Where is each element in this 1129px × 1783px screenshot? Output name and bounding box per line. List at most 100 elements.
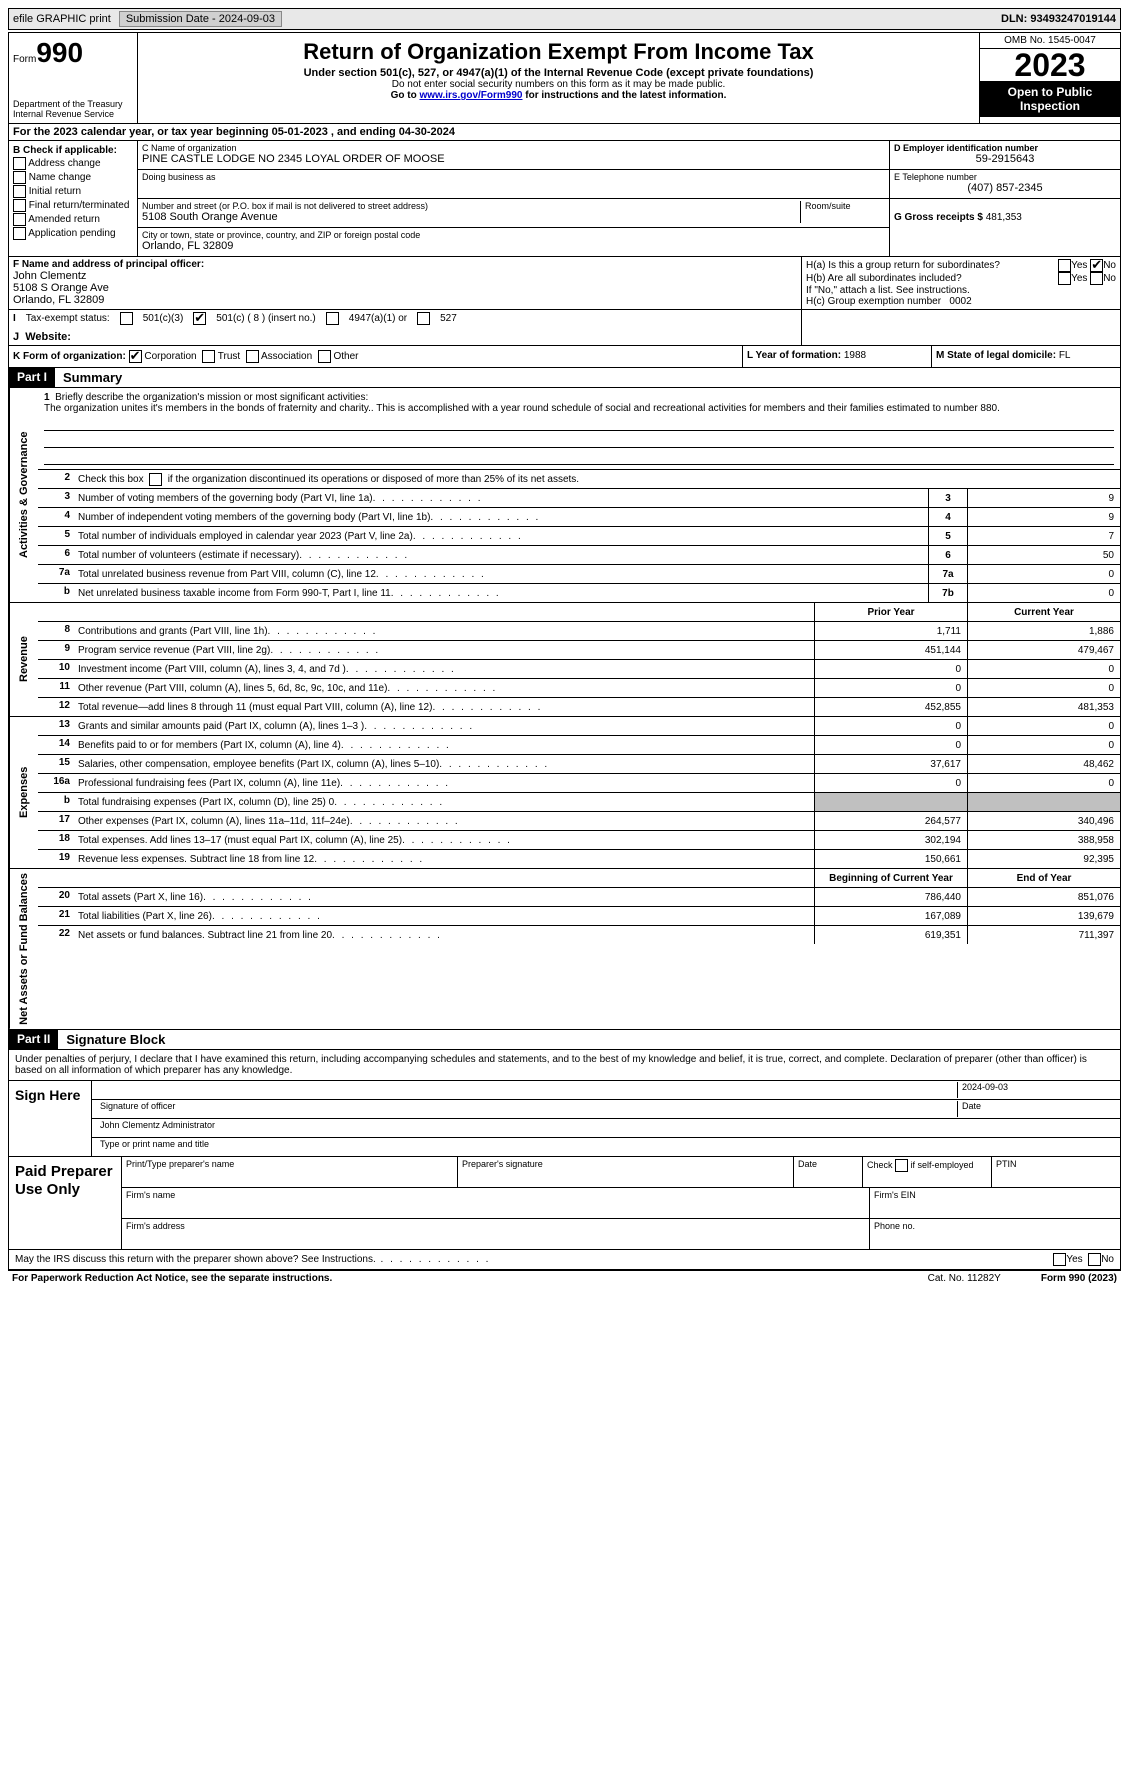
chk-corp[interactable] [129, 350, 142, 363]
line-14: 14 Benefits paid to or for members (Part… [38, 736, 1120, 755]
chk-501c3[interactable] [120, 312, 133, 325]
revenue-header: Prior Year Current Year [38, 603, 1120, 622]
ruled-line [44, 433, 1114, 448]
date-label: Date [957, 1101, 1116, 1117]
tel-value: (407) 857-2345 [894, 182, 1116, 194]
line-9: 9 Program service revenue (Part VIII, li… [38, 641, 1120, 660]
discuss-no[interactable] [1088, 1253, 1101, 1266]
chk-final-return[interactable]: Final return/terminated [13, 199, 133, 212]
phone-label: Phone no. [870, 1219, 1120, 1249]
chk-other[interactable] [318, 350, 331, 363]
paid-preparer-label: Paid Preparer Use Only [9, 1157, 122, 1249]
form-header: Form990 Department of the Treasury Inter… [8, 32, 1121, 124]
sign-here-fields: 2024-09-03 Signature of officer Date Joh… [92, 1081, 1120, 1156]
chk-address-change[interactable]: Address change [13, 157, 133, 170]
h-b-note: If "No," attach a list. See instructions… [806, 285, 1116, 296]
prep-sig-label: Preparer's signature [458, 1157, 794, 1187]
line-22: 22 Net assets or fund balances. Subtract… [38, 926, 1120, 944]
h-b-label: H(b) Are all subordinates included? [806, 273, 1058, 284]
form-number: 990 [36, 37, 83, 68]
part-2-label: Part II [9, 1030, 58, 1049]
chk-assoc[interactable] [246, 350, 259, 363]
line-b: b Net unrelated business taxable income … [38, 584, 1120, 602]
submission-date-button[interactable]: Submission Date - 2024-09-03 [119, 11, 282, 27]
part-1-label: Part I [9, 368, 55, 387]
paid-preparer-fields: Print/Type preparer's name Preparer's si… [122, 1157, 1120, 1249]
gross-value: 481,353 [986, 212, 1022, 223]
prior-year-header: Prior Year [814, 603, 967, 621]
chk-amended[interactable]: Amended return [13, 213, 133, 226]
row-i-j: I Tax-exempt status: 501(c)(3) 501(c) ( … [8, 310, 1121, 346]
chk-501c[interactable] [193, 312, 206, 325]
h-b-yes[interactable] [1058, 272, 1071, 285]
chk-name-change[interactable]: Name change [13, 171, 133, 184]
header-right: OMB No. 1545-0047 2023 Open to Public In… [979, 33, 1120, 123]
line-16a: 16a Professional fundraising fees (Part … [38, 774, 1120, 793]
mission-text: The organization unites it's members in … [44, 403, 1000, 414]
irs-link[interactable]: www.irs.gov/Form990 [419, 90, 522, 101]
col-d-ids: D Employer identification number 59-2915… [889, 141, 1120, 256]
ein-label: D Employer identification number [894, 143, 1116, 153]
website-label: Website: [25, 331, 71, 343]
discuss-yes[interactable] [1053, 1253, 1066, 1266]
na-header: Beginning of Current Year End of Year [38, 869, 1120, 888]
box-h-continued [801, 310, 1120, 345]
signature-block: Under penalties of perjury, I declare th… [8, 1050, 1121, 1270]
form-footer-label: Form 990 (2023) [1041, 1273, 1117, 1284]
ag-body: 1 Briefly describe the organization's mi… [38, 388, 1120, 602]
tax-status-label: Tax-exempt status: [26, 313, 110, 324]
line-18: 18 Total expenses. Add lines 13–17 (must… [38, 831, 1120, 850]
box-h: H(a) Is this a group return for subordin… [801, 257, 1120, 309]
line-3: 3 Number of voting members of the govern… [38, 489, 1120, 508]
chk-trust[interactable] [202, 350, 215, 363]
state-domicile: FL [1059, 350, 1071, 361]
h-a-no[interactable] [1090, 259, 1103, 272]
page-footer: For Paperwork Reduction Act Notice, see … [8, 1270, 1121, 1286]
chk-discontinued[interactable] [149, 473, 162, 486]
firm-ein-label: Firm's EIN [870, 1188, 1120, 1218]
line-8: 8 Contributions and grants (Part VIII, l… [38, 622, 1120, 641]
dept-label: Department of the Treasury Internal Reve… [13, 99, 133, 119]
officer-label: F Name and address of principal officer: [13, 259, 797, 270]
chk-app-pending[interactable]: Application pending [13, 227, 133, 240]
goto-post: for instructions and the latest informat… [522, 90, 726, 101]
top-bar: efile GRAPHIC print Submission Date - 20… [8, 8, 1121, 30]
chk-initial-return[interactable]: Initial return [13, 185, 133, 198]
expenses-section: Expenses 13 Grants and similar amounts p… [8, 717, 1121, 869]
form-prefix: Form [13, 54, 36, 65]
officer-addr2: Orlando, FL 32809 [13, 294, 797, 306]
h-a-yes[interactable] [1058, 259, 1071, 272]
ruled-line [44, 416, 1114, 431]
revenue-section: Revenue Prior Year Current Year 8 Contri… [8, 603, 1121, 717]
header-mid: Return of Organization Exempt From Incom… [138, 33, 979, 123]
self-employed-cell: Check if self-employed [863, 1157, 992, 1187]
line-17: 17 Other expenses (Part IX, column (A), … [38, 812, 1120, 831]
sign-here-label: Sign Here [9, 1081, 92, 1156]
ein-value: 59-2915643 [894, 153, 1116, 165]
cell-org-name: C Name of organization PINE CASTLE LODGE… [138, 141, 889, 170]
na-body: Beginning of Current Year End of Year 20… [38, 869, 1120, 1029]
box-i-j: I Tax-exempt status: 501(c)(3) 501(c) ( … [9, 310, 801, 345]
part-1-header: Part I Summary [8, 368, 1121, 388]
box-m: M State of legal domicile: FL [931, 346, 1120, 367]
chk-4947[interactable] [326, 312, 339, 325]
paperwork-notice: For Paperwork Reduction Act Notice, see … [12, 1273, 888, 1284]
part-2-header: Part II Signature Block [8, 1030, 1121, 1050]
goto-pre: Go to [391, 90, 420, 101]
line-b: b Total fundraising expenses (Part IX, c… [38, 793, 1120, 812]
city-label: City or town, state or province, country… [142, 230, 885, 240]
cell-address: Number and street (or P.O. box if mail i… [138, 199, 889, 228]
current-year-header: Current Year [967, 603, 1120, 621]
firm-name-label: Firm's name [122, 1188, 870, 1218]
h-b-no[interactable] [1090, 272, 1103, 285]
h-a-label: H(a) Is this a group return for subordin… [806, 260, 1058, 271]
sign-here-row: Sign Here 2024-09-03 Signature of office… [9, 1081, 1120, 1156]
chk-527[interactable] [417, 312, 430, 325]
org-name: PINE CASTLE LODGE NO 2345 LOYAL ORDER OF… [142, 153, 885, 165]
discuss-row: May the IRS discuss this return with the… [9, 1249, 1120, 1269]
cell-tel: E Telephone number (407) 857-2345 [890, 170, 1120, 199]
cat-number: Cat. No. 11282Y [928, 1273, 1001, 1284]
chk-self-employed[interactable] [895, 1159, 908, 1172]
box-f: F Name and address of principal officer:… [9, 257, 801, 309]
line-7a: 7a Total unrelated business revenue from… [38, 565, 1120, 584]
